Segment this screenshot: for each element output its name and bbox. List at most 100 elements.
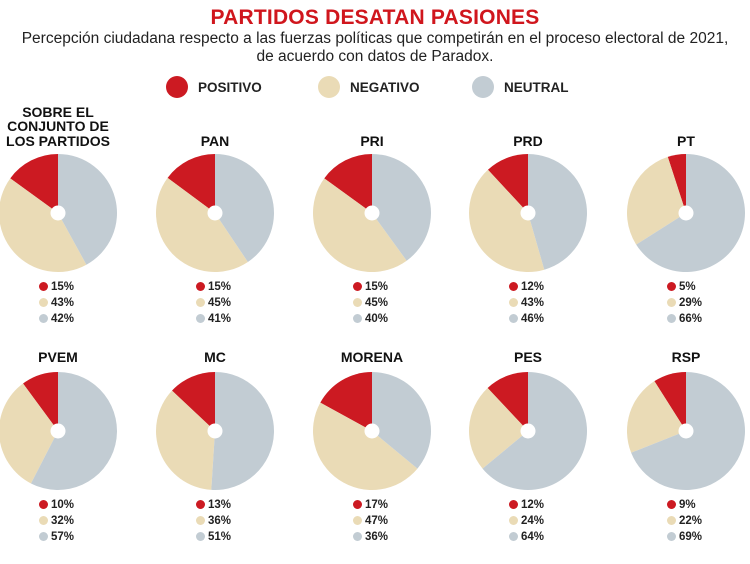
pie-center-hole: [678, 205, 694, 221]
pie-title-line: PES: [513, 348, 542, 365]
stat-row-positivo: 15%: [39, 279, 74, 294]
pie-slice-positivo: [487, 372, 528, 431]
stat-dot-positivo: [509, 282, 518, 291]
stat-dot-negativo: [39, 516, 48, 525]
legend-label-neutral: NEUTRAL: [504, 79, 569, 95]
pie-title-line: MORENA: [340, 348, 404, 365]
stat-value-neutral: 51%: [208, 530, 232, 543]
stat-value-positivo: 15%: [51, 280, 75, 293]
stat-row-neutral: 36%: [353, 529, 388, 544]
stat-row-negativo: 43%: [39, 295, 74, 310]
legend-swatch-neutral: [472, 76, 494, 98]
stat-row-neutral: 51%: [196, 529, 231, 544]
stat-row-neutral: 40%: [353, 311, 388, 326]
stat-value-negativo: 43%: [521, 296, 545, 309]
stat-value-negativo: 36%: [208, 514, 232, 527]
pie-center-hole: [207, 423, 223, 439]
pie-slice-neutral: [58, 154, 118, 265]
chart-title: PARTIDOS DESATAN PASIONES: [210, 6, 540, 29]
stat-dot-negativo: [196, 298, 205, 307]
stat-dot-positivo: [39, 282, 48, 291]
pie-slice-negativo: [313, 178, 407, 272]
legend-swatch-positivo: [166, 76, 188, 98]
stat-row-positivo: 15%: [353, 279, 388, 294]
stat-row-negativo: 29%: [667, 295, 702, 310]
pie-center-hole: [207, 205, 223, 221]
stat-value-negativo: 22%: [679, 514, 703, 527]
stat-row-positivo: 17%: [353, 497, 388, 512]
stat-dot-negativo: [509, 298, 518, 307]
pie-slice-positivo: [667, 154, 686, 213]
pie-slice-negativo: [0, 383, 58, 484]
stat-value-neutral: 40%: [365, 312, 389, 325]
pie-title-line: PRD: [513, 132, 543, 149]
pie-chart-sobre-el-conjunto-de-los-partidos: [0, 154, 118, 272]
pie-title-line: PVEM: [38, 348, 78, 365]
pie-slice-positivo: [10, 154, 58, 213]
stat-dot-neutral: [667, 532, 676, 541]
stat-dot-neutral: [667, 314, 676, 323]
stat-dot-negativo: [667, 516, 676, 525]
legend-label-positivo: POSITIVO: [198, 79, 262, 95]
stat-row-negativo: 32%: [39, 513, 74, 528]
pie-slice-negativo: [313, 402, 418, 490]
stat-row-negativo: 24%: [509, 513, 544, 528]
stat-dot-positivo: [509, 500, 518, 509]
stat-value-positivo: 12%: [521, 498, 545, 511]
pie-chart-rsp: [627, 372, 745, 490]
pie-slice-negativo: [156, 390, 215, 490]
stat-row-negativo: 45%: [196, 295, 231, 310]
stat-row-neutral: 64%: [509, 529, 544, 544]
stat-value-negativo: 45%: [365, 296, 389, 309]
pie-title-pes: PES: [458, 348, 598, 365]
pie-center-hole: [520, 423, 536, 439]
stat-dot-positivo: [353, 282, 362, 291]
pie-title-sobre-el-conjunto-de-los-partidos: SOBRE EL CONJUNTO DE LOS PARTIDOS: [0, 103, 128, 149]
pie-slice-negativo: [469, 387, 528, 469]
pie-slice-positivo: [487, 154, 528, 213]
stat-value-neutral: 66%: [679, 312, 703, 325]
pie-slice-negativo: [0, 178, 87, 272]
stat-row-neutral: 69%: [667, 529, 702, 544]
stat-row-negativo: 36%: [196, 513, 231, 528]
stat-dot-positivo: [196, 282, 205, 291]
pie-chart-pri: [313, 154, 431, 272]
stat-value-neutral: 36%: [365, 530, 389, 543]
pie-title-line: CONJUNTO DE: [7, 118, 109, 134]
pie-slice-negativo: [469, 169, 545, 272]
pie-center-hole: [678, 423, 694, 439]
stat-value-positivo: 13%: [208, 498, 232, 511]
stat-dot-negativo: [39, 298, 48, 307]
stat-dot-negativo: [509, 516, 518, 525]
stat-row-negativo: 47%: [353, 513, 388, 528]
pie-title-pvem: PVEM: [0, 348, 128, 365]
pie-title-line: MC: [204, 348, 226, 365]
stat-dot-positivo: [667, 500, 676, 509]
pie-title-line: PRI: [360, 132, 384, 149]
legend-item-negativo: NEGATIVO: [318, 76, 420, 98]
stat-dot-neutral: [196, 532, 205, 541]
stat-value-positivo: 5%: [679, 280, 696, 293]
pie-title-line: SOBRE EL: [22, 103, 94, 120]
stat-dot-neutral: [509, 532, 518, 541]
stat-dot-positivo: [353, 500, 362, 509]
stat-dot-neutral: [39, 532, 48, 541]
stat-value-positivo: 10%: [51, 498, 75, 511]
pie-center-hole: [364, 205, 380, 221]
pie-slice-positivo: [324, 154, 372, 213]
stat-row-neutral: 57%: [39, 529, 74, 544]
pie-chart-prd: [469, 154, 587, 272]
pie-title-pan: PAN: [145, 133, 285, 149]
chart-subtitle: Percepción ciudadana respecto a las fuer…: [21, 30, 729, 65]
pie-slice-negativo: [627, 381, 686, 453]
pie-slice-negativo: [156, 177, 248, 272]
legend: POSITIVO NEGATIVO NEUTRAL: [0, 76, 750, 102]
stat-row-positivo: 9%: [667, 497, 696, 512]
pie-title-morena: MORENA: [302, 348, 442, 365]
stat-dot-negativo: [667, 298, 676, 307]
pie-chart-pan: [156, 154, 274, 272]
pie-title-rsp: RSP: [616, 349, 750, 365]
stat-value-neutral: 41%: [208, 312, 232, 325]
stat-dot-neutral: [39, 314, 48, 323]
stat-value-neutral: 69%: [679, 530, 703, 543]
